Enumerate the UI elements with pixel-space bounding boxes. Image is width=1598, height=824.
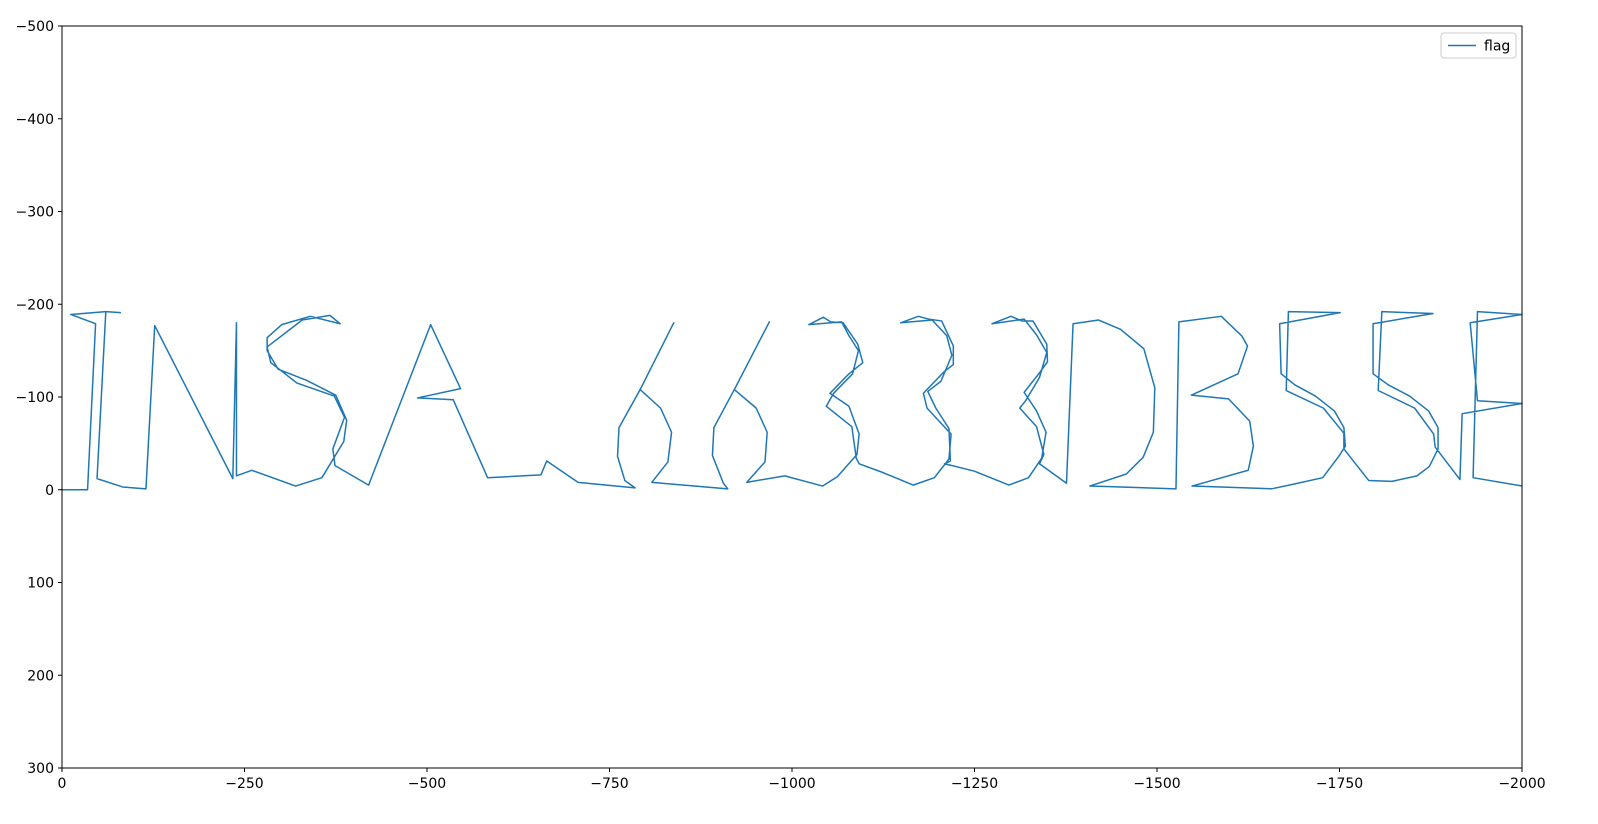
- plot-area: [62, 26, 1522, 768]
- x-tick-label: −1500: [1133, 776, 1180, 792]
- legend-label: flag: [1484, 39, 1510, 55]
- x-tick-label: −750: [590, 776, 628, 792]
- y-tick-label: −300: [16, 205, 54, 221]
- y-tick-label: 200: [27, 668, 54, 684]
- x-tick-label: −1750: [1316, 776, 1363, 792]
- x-tick-label: −1250: [951, 776, 998, 792]
- y-tick-label: −400: [16, 112, 54, 128]
- x-tick-label: −1000: [768, 776, 815, 792]
- x-tick-label: −250: [225, 776, 263, 792]
- x-tick-label: −2000: [1498, 776, 1545, 792]
- x-tick-label: −500: [408, 776, 446, 792]
- x-axis: 0 −250 −500 −750 −1000 −1250 −1500 −1750 −2000: [58, 768, 1546, 792]
- y-tick-label: 300: [27, 761, 54, 777]
- legend-box: [1440, 32, 1517, 59]
- y-tick-label: −500: [16, 19, 54, 35]
- legend: flag: [1440, 32, 1517, 59]
- y-tick-label: 0: [45, 483, 54, 499]
- y-tick-label: 100: [27, 576, 54, 592]
- x-tick-label: 0: [58, 776, 67, 792]
- plot-content: [62, 310, 1523, 491]
- y-tick-label: −100: [16, 390, 54, 406]
- series-line-flag: [62, 310, 1523, 491]
- y-tick-label: −200: [16, 297, 54, 313]
- y-axis: −500 −400 −300 −200 −100 0 100 200 300: [16, 19, 62, 777]
